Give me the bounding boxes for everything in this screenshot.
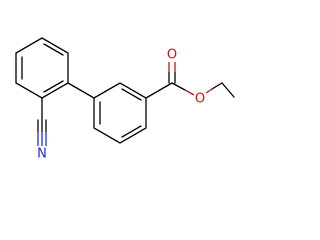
bond xyxy=(211,82,223,90)
double-bond xyxy=(121,125,142,138)
ring-left xyxy=(15,37,69,99)
double-bond xyxy=(43,80,64,93)
bond xyxy=(205,88,213,94)
bond xyxy=(171,82,186,91)
biaryl-bond xyxy=(67,82,95,99)
double-bond xyxy=(121,88,142,101)
atom-label: O xyxy=(195,92,205,107)
ring-right xyxy=(93,82,147,144)
atom-label: N xyxy=(37,147,47,162)
bond xyxy=(221,82,235,98)
bond xyxy=(145,82,173,99)
bond xyxy=(184,89,195,96)
molecule-diagram: N O O xyxy=(15,37,235,162)
double-bond xyxy=(43,43,64,56)
bonds xyxy=(15,37,235,146)
atom-label: O xyxy=(167,48,177,63)
